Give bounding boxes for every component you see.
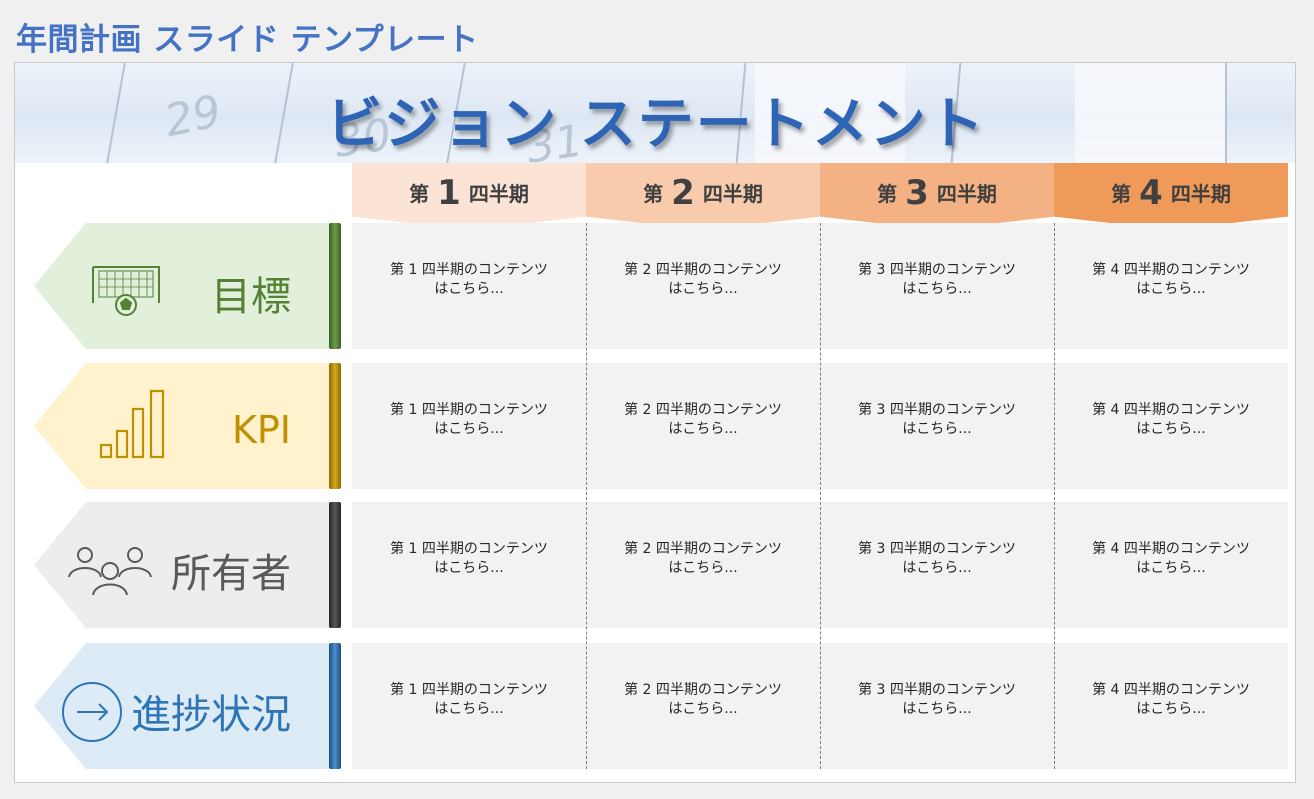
vision-banner: 29 30 31 ビジョン ステートメント	[15, 63, 1295, 163]
row-accent-bar	[329, 643, 341, 769]
row-label-text: 目標	[211, 274, 291, 320]
row-accent-bar	[329, 502, 341, 628]
cell-line: はこちら...	[1136, 421, 1206, 437]
cell-line: はこちら...	[434, 281, 504, 297]
quarter-suffix: 四半期	[468, 182, 529, 206]
content-cell[interactable]: 第 1 四半期のコンテンツ はこちら...	[352, 643, 586, 769]
calendar-line-decoration	[1225, 63, 1227, 163]
content-cell[interactable]: 第 2 四半期のコンテンツ はこちら...	[586, 643, 820, 769]
content-cell[interactable]: 第 2 四半期のコンテンツ はこちら...	[586, 223, 820, 349]
content-cell[interactable]: 第 3 四半期のコンテンツ はこちら...	[820, 223, 1054, 349]
page-title: 年間計画 スライド テンプレート	[16, 22, 479, 58]
quarter-2-header: 第 2 四半期	[586, 163, 820, 230]
quarter-prefix: 第	[643, 182, 664, 206]
cell-line: はこちら...	[902, 560, 972, 576]
row-label-text: KPI	[231, 408, 291, 452]
cell-line: 第 4 四半期のコンテンツ	[1092, 541, 1250, 557]
content-cell[interactable]: 第 4 四半期のコンテンツ はこちら...	[1054, 643, 1288, 769]
soccer-goal-icon	[92, 266, 160, 316]
cell-line: はこちら...	[668, 560, 738, 576]
cell-line: はこちら...	[902, 701, 972, 717]
quarter-suffix: 四半期	[1170, 182, 1231, 206]
cell-line: 第 4 四半期のコンテンツ	[1092, 402, 1250, 418]
row-accent-bar	[329, 223, 341, 349]
cell-line: 第 1 四半期のコンテンツ	[390, 541, 548, 557]
cell-line: はこちら...	[1136, 701, 1206, 717]
content-cell[interactable]: 第 2 四半期のコンテンツ はこちら...	[586, 502, 820, 628]
cell-line: 第 3 四半期のコンテンツ	[858, 682, 1016, 698]
content-cell[interactable]: 第 3 四半期のコンテンツ はこちら...	[820, 502, 1054, 628]
row-label-text: 所有者	[171, 551, 291, 597]
cell-line: はこちら...	[1136, 281, 1206, 297]
quarter-suffix: 四半期	[702, 182, 763, 206]
column-separator	[1054, 223, 1055, 769]
people-icon	[68, 547, 152, 596]
row-label-progress	[34, 643, 329, 769]
cell-line: 第 2 四半期のコンテンツ	[624, 262, 782, 278]
cell-line: 第 1 四半期のコンテンツ	[390, 262, 548, 278]
cell-line: 第 3 四半期のコンテンツ	[858, 262, 1016, 278]
quarter-number: 4	[1139, 172, 1163, 213]
calendar-page-decoration	[755, 63, 905, 163]
quarter-4-header: 第 4 四半期	[1054, 163, 1288, 230]
quarter-prefix: 第	[1111, 182, 1132, 206]
slide: 29 30 31 ビジョン ステートメント 第 1 四半期 第 2 四半期 第 …	[14, 62, 1296, 783]
row-label-kpi	[34, 363, 329, 489]
content-cell[interactable]: 第 1 四半期のコンテンツ はこちら...	[352, 223, 586, 349]
cell-line: はこちら...	[668, 701, 738, 717]
content-cell[interactable]: 第 4 四半期のコンテンツ はこちら...	[1054, 502, 1288, 628]
column-separator	[820, 223, 821, 769]
cell-line: 第 2 四半期のコンテンツ	[624, 402, 782, 418]
cell-line: はこちら...	[1136, 560, 1206, 576]
cell-line: はこちら...	[434, 560, 504, 576]
content-cell[interactable]: 第 1 四半期のコンテンツ はこちら...	[352, 363, 586, 489]
cell-line: 第 2 四半期のコンテンツ	[624, 541, 782, 557]
quarter-prefix: 第	[409, 182, 430, 206]
quarter-number: 1	[437, 172, 461, 213]
row-label-owner	[34, 502, 329, 628]
quarter-number: 2	[671, 172, 695, 213]
bar-chart-icon	[99, 389, 165, 459]
cell-line: 第 3 四半期のコンテンツ	[858, 402, 1016, 418]
cell-line: はこちら...	[668, 281, 738, 297]
cell-line: はこちら...	[434, 421, 504, 437]
row-label-goal	[34, 223, 329, 349]
right-arrow-circle-icon	[62, 682, 122, 742]
quarter-number: 3	[905, 172, 929, 213]
quarter-3-header: 第 3 四半期	[820, 163, 1054, 230]
cell-line: 第 4 四半期のコンテンツ	[1092, 682, 1250, 698]
quarter-suffix: 四半期	[936, 182, 997, 206]
cell-line: 第 4 四半期のコンテンツ	[1092, 262, 1250, 278]
cell-line: 第 1 四半期のコンテンツ	[390, 682, 548, 698]
content-cell[interactable]: 第 3 四半期のコンテンツ はこちら...	[820, 363, 1054, 489]
cell-line: 第 2 四半期のコンテンツ	[624, 682, 782, 698]
quarter-1-header: 第 1 四半期	[352, 163, 586, 230]
calendar-page-decoration	[1075, 63, 1225, 163]
cell-line: はこちら...	[902, 281, 972, 297]
column-separator	[586, 223, 587, 769]
vision-statement-title: ビジョン ステートメント	[326, 92, 986, 157]
cell-line: はこちら...	[434, 701, 504, 717]
cell-line: はこちら...	[902, 421, 972, 437]
content-cell[interactable]: 第 4 四半期のコンテンツ はこちら...	[1054, 363, 1288, 489]
cell-line: 第 1 四半期のコンテンツ	[390, 402, 548, 418]
content-cell[interactable]: 第 3 四半期のコンテンツ はこちら...	[820, 643, 1054, 769]
quarter-prefix: 第	[877, 182, 898, 206]
content-cell[interactable]: 第 2 四半期のコンテンツ はこちら...	[586, 363, 820, 489]
cell-line: 第 3 四半期のコンテンツ	[858, 541, 1016, 557]
cell-line: はこちら...	[668, 421, 738, 437]
content-cell[interactable]: 第 4 四半期のコンテンツ はこちら...	[1054, 223, 1288, 349]
content-cell[interactable]: 第 1 四半期のコンテンツ はこちら...	[352, 502, 586, 628]
row-accent-bar	[329, 363, 341, 489]
row-label-text: 進捗状況	[131, 692, 291, 738]
